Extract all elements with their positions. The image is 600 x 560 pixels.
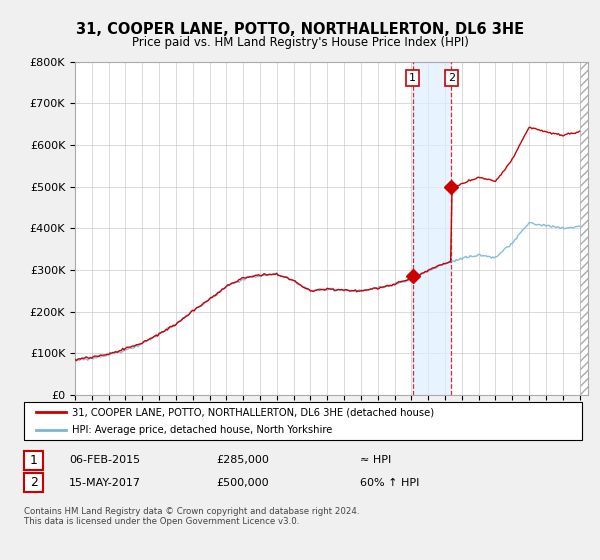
Text: 2: 2 — [29, 476, 38, 489]
Text: 1: 1 — [409, 73, 416, 83]
Text: 31, COOPER LANE, POTTO, NORTHALLERTON, DL6 3HE: 31, COOPER LANE, POTTO, NORTHALLERTON, D… — [76, 22, 524, 38]
Text: 06-FEB-2015: 06-FEB-2015 — [69, 455, 140, 465]
Text: £285,000: £285,000 — [216, 455, 269, 465]
Bar — [413, 62, 451, 395]
Text: Price paid vs. HM Land Registry's House Price Index (HPI): Price paid vs. HM Land Registry's House … — [131, 36, 469, 49]
Text: 1: 1 — [29, 454, 38, 467]
Text: £500,000: £500,000 — [216, 478, 269, 488]
Bar — [580, 62, 588, 395]
Text: 31, COOPER LANE, POTTO, NORTHALLERTON, DL6 3HE (detached house): 31, COOPER LANE, POTTO, NORTHALLERTON, D… — [72, 407, 434, 417]
Bar — [580, 62, 588, 395]
Text: HPI: Average price, detached house, North Yorkshire: HPI: Average price, detached house, Nort… — [72, 424, 332, 435]
Text: 60% ↑ HPI: 60% ↑ HPI — [360, 478, 419, 488]
Text: Contains HM Land Registry data © Crown copyright and database right 2024.
This d: Contains HM Land Registry data © Crown c… — [24, 507, 359, 526]
Text: 2: 2 — [448, 73, 455, 83]
Text: ≈ HPI: ≈ HPI — [360, 455, 391, 465]
Text: 15-MAY-2017: 15-MAY-2017 — [69, 478, 141, 488]
